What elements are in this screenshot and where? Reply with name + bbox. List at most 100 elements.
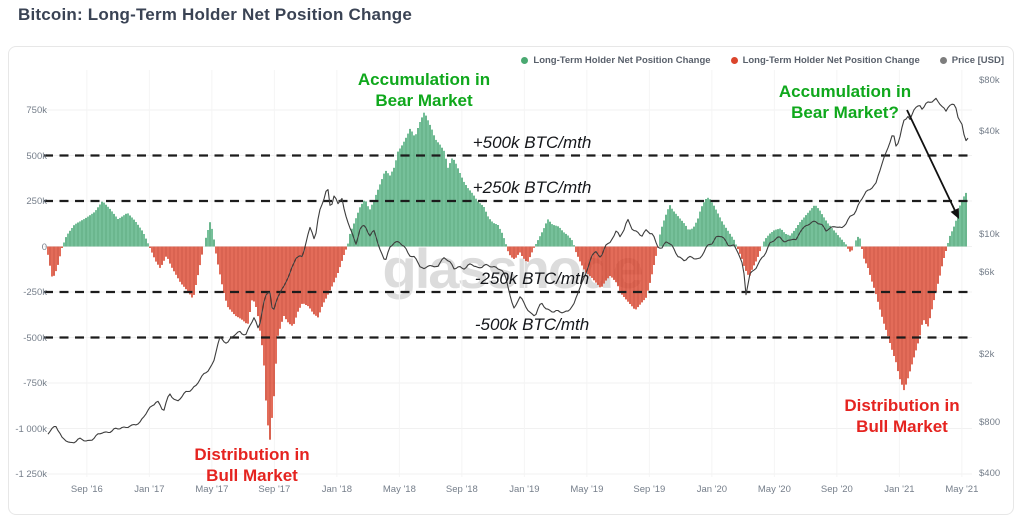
net-position-bar[interactable] <box>647 246 649 291</box>
net-position-bar[interactable] <box>395 160 397 247</box>
net-position-bar[interactable] <box>379 184 381 247</box>
net-position-bar[interactable] <box>201 246 203 255</box>
net-position-bar[interactable] <box>199 246 201 266</box>
net-position-bar[interactable] <box>319 246 321 313</box>
net-position-bar[interactable] <box>855 240 857 247</box>
net-position-bar[interactable] <box>179 246 181 282</box>
net-position-bar[interactable] <box>513 246 515 259</box>
net-position-bar[interactable] <box>149 246 151 249</box>
net-position-bar[interactable] <box>535 244 537 247</box>
net-position-bar[interactable] <box>611 246 613 278</box>
net-position-bar[interactable] <box>329 246 331 291</box>
net-position-bar[interactable] <box>47 246 49 255</box>
net-position-bar[interactable] <box>549 221 551 247</box>
net-position-bar[interactable] <box>125 213 127 247</box>
net-position-bar[interactable] <box>605 246 607 281</box>
net-position-bar[interactable] <box>635 246 637 310</box>
net-position-bar[interactable] <box>929 246 931 319</box>
net-position-bar[interactable] <box>191 246 193 298</box>
net-position-bar[interactable] <box>753 246 755 266</box>
net-position-bar[interactable] <box>327 246 329 295</box>
net-position-bar[interactable] <box>687 229 689 247</box>
net-position-bar[interactable] <box>673 211 675 247</box>
net-position-bar[interactable] <box>739 246 741 254</box>
net-position-bar[interactable] <box>765 238 767 247</box>
net-position-bar[interactable] <box>911 246 913 365</box>
net-position-bar[interactable] <box>67 233 69 247</box>
net-position-bar[interactable] <box>157 246 159 265</box>
net-position-bar[interactable] <box>323 246 325 303</box>
net-position-bar[interactable] <box>651 246 653 275</box>
net-position-bar[interactable] <box>601 246 603 287</box>
net-position-bar[interactable] <box>923 246 925 321</box>
net-position-bar[interactable] <box>927 246 929 327</box>
net-position-bar[interactable] <box>717 213 719 247</box>
net-position-bar[interactable] <box>135 222 137 247</box>
net-position-bar[interactable] <box>305 246 307 306</box>
net-position-bar[interactable] <box>477 201 479 247</box>
net-position-bar[interactable] <box>499 228 501 247</box>
net-position-bar[interactable] <box>87 216 89 247</box>
net-position-bar[interactable] <box>129 215 131 247</box>
net-position-bar[interactable] <box>875 246 877 295</box>
net-position-bar[interactable] <box>281 246 283 322</box>
net-position-bar[interactable] <box>397 151 399 247</box>
net-position-bar[interactable] <box>167 246 169 259</box>
net-position-bar[interactable] <box>933 246 935 301</box>
net-position-bar[interactable] <box>599 246 601 288</box>
net-position-bar[interactable] <box>269 246 271 440</box>
net-position-bar[interactable] <box>265 246 267 401</box>
net-position-bar[interactable] <box>621 246 623 295</box>
net-position-bar[interactable] <box>649 246 651 283</box>
net-position-bar[interactable] <box>571 240 573 247</box>
net-position-bar[interactable] <box>543 228 545 247</box>
net-position-bar[interactable] <box>217 246 219 265</box>
net-position-bar[interactable] <box>557 226 559 247</box>
net-position-bar[interactable] <box>363 200 365 247</box>
net-position-bar[interactable] <box>959 205 961 247</box>
net-position-bar[interactable] <box>729 233 731 247</box>
net-position-bar[interactable] <box>447 167 449 247</box>
net-position-bar[interactable] <box>565 233 567 247</box>
net-position-bar[interactable] <box>531 246 533 253</box>
net-position-bar[interactable] <box>399 148 401 247</box>
net-position-bar[interactable] <box>339 246 341 268</box>
net-position-bar[interactable] <box>961 200 963 247</box>
net-position-bar[interactable] <box>441 147 443 247</box>
net-position-bar[interactable] <box>471 192 473 247</box>
net-position-bar[interactable] <box>219 246 221 275</box>
net-position-bar[interactable] <box>261 246 263 346</box>
net-position-bar[interactable] <box>351 228 353 247</box>
net-position-bar[interactable] <box>529 246 531 258</box>
net-position-bar[interactable] <box>283 246 285 317</box>
net-position-bar[interactable] <box>435 139 437 247</box>
net-position-bar[interactable] <box>291 246 293 326</box>
net-position-bar[interactable] <box>337 246 339 274</box>
net-position-bar[interactable] <box>721 221 723 247</box>
net-position-bar[interactable] <box>287 246 289 323</box>
net-position-bar[interactable] <box>71 228 73 247</box>
net-position-bar[interactable] <box>371 204 373 247</box>
net-position-bar[interactable] <box>735 244 737 247</box>
net-position-bar[interactable] <box>479 203 481 247</box>
net-position-bar[interactable] <box>663 220 665 247</box>
net-position-bar[interactable] <box>175 246 177 275</box>
net-position-bar[interactable] <box>409 128 411 247</box>
net-position-bar[interactable] <box>401 145 403 247</box>
net-position-bar[interactable] <box>793 230 795 247</box>
net-position-bar[interactable] <box>953 226 955 247</box>
net-position-bar[interactable] <box>889 246 891 344</box>
net-position-bar[interactable] <box>701 206 703 247</box>
net-position-bar[interactable] <box>567 235 569 247</box>
net-position-bar[interactable] <box>193 246 195 295</box>
legend-item-2[interactable]: Price [USD] <box>939 55 1004 66</box>
net-position-bar[interactable] <box>163 246 165 261</box>
net-position-bar[interactable] <box>777 229 779 247</box>
net-position-bar[interactable] <box>949 235 951 247</box>
net-position-bar[interactable] <box>249 246 251 313</box>
net-position-bar[interactable] <box>931 246 933 310</box>
net-position-bar[interactable] <box>537 240 539 247</box>
net-position-bar[interactable] <box>915 246 917 351</box>
net-position-bar[interactable] <box>751 246 753 270</box>
